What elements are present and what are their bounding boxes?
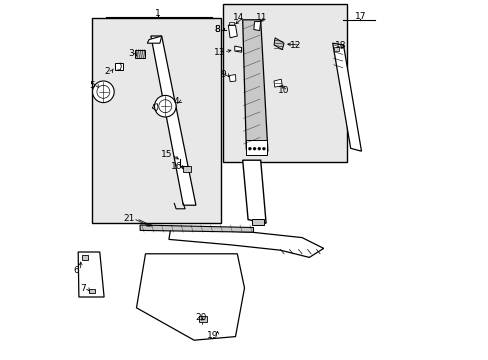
Text: 20: 20 (195, 313, 206, 322)
Circle shape (154, 95, 176, 117)
Text: 19: 19 (206, 331, 218, 340)
Bar (81, 255, 88, 260)
Bar (183, 166, 190, 172)
Text: 9: 9 (220, 71, 225, 80)
Text: 13: 13 (213, 48, 224, 57)
Bar (115, 63, 122, 70)
Bar (134, 50, 144, 58)
Text: 7: 7 (80, 284, 86, 293)
Text: 4: 4 (173, 97, 179, 106)
Circle shape (262, 147, 265, 150)
Bar (89, 289, 95, 293)
Text: 16: 16 (171, 162, 182, 171)
Polygon shape (228, 25, 237, 38)
Polygon shape (273, 79, 282, 87)
Polygon shape (140, 225, 253, 232)
Text: 3: 3 (128, 49, 134, 58)
Text: 2: 2 (104, 67, 110, 76)
Text: 5: 5 (89, 81, 95, 90)
Polygon shape (273, 38, 284, 50)
Bar (223, 4, 346, 162)
Text: 15: 15 (161, 150, 172, 159)
Circle shape (248, 147, 251, 150)
Polygon shape (242, 20, 267, 151)
Text: 17: 17 (354, 13, 366, 22)
Circle shape (257, 147, 260, 150)
Text: 11: 11 (256, 13, 267, 22)
Polygon shape (242, 160, 265, 223)
Bar (333, 47, 339, 51)
Text: 12: 12 (289, 41, 301, 50)
Bar (199, 316, 207, 322)
Text: 14: 14 (233, 13, 244, 22)
Text: 8: 8 (214, 25, 220, 34)
Bar (252, 219, 264, 225)
Circle shape (97, 85, 110, 98)
Bar (91, 18, 221, 223)
Circle shape (159, 100, 171, 113)
Polygon shape (151, 36, 196, 205)
Circle shape (92, 81, 114, 103)
Polygon shape (168, 229, 323, 257)
Polygon shape (78, 252, 104, 297)
Circle shape (253, 147, 256, 150)
Polygon shape (147, 36, 162, 43)
Text: 6: 6 (73, 266, 79, 275)
Text: 18: 18 (335, 41, 346, 50)
Polygon shape (229, 75, 235, 82)
Polygon shape (332, 43, 361, 151)
Text: 1: 1 (155, 9, 161, 18)
Text: 21: 21 (122, 214, 134, 223)
Polygon shape (136, 254, 244, 340)
Polygon shape (253, 22, 260, 31)
Text: 10: 10 (277, 86, 288, 95)
Polygon shape (234, 46, 241, 52)
Text: 8: 8 (214, 25, 220, 34)
Bar (246, 140, 266, 155)
